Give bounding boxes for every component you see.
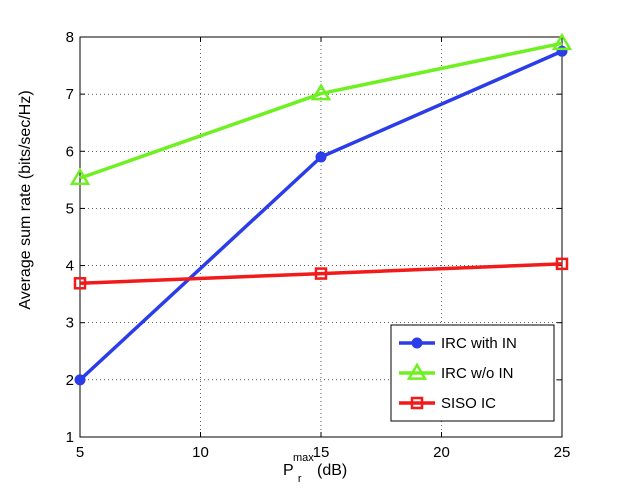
data-point: [315, 151, 327, 163]
x-tick-label: 10: [192, 444, 209, 461]
y-tick-label: 7: [66, 86, 74, 103]
y-tick-label: 5: [66, 200, 74, 217]
data-point: [73, 277, 87, 290]
legend-marker: [411, 337, 423, 349]
x-axis-label-base: P: [283, 462, 293, 479]
x-tick-label: 15: [313, 444, 330, 461]
x-axis-label-unit: (dB): [317, 462, 347, 479]
legend-entry: IRC with IN: [399, 335, 517, 352]
y-tick-label: 1: [66, 429, 74, 446]
y-tick-label: 2: [66, 372, 74, 389]
legend: IRC with IN IRC w/o IN SISO IC: [390, 324, 555, 422]
x-axis-label-subscript: r: [298, 473, 302, 485]
x-axis-label: P r max (dB): [283, 452, 347, 485]
legend-entry: SISO IC: [399, 395, 496, 412]
y-tick-label: 4: [66, 258, 74, 275]
x-tick-label: 25: [554, 444, 571, 461]
data-point: [314, 267, 328, 280]
legend-label: IRC w/o IN: [441, 365, 514, 382]
y-tick-label: 6: [66, 143, 74, 160]
data-point: [69, 167, 91, 185]
series-siso-ic: [73, 257, 569, 290]
legend-entry: IRC w/o IN: [399, 362, 514, 382]
series-irc-with-in: [74, 45, 568, 386]
x-tick-label: 5: [76, 444, 84, 461]
x-tick-label: 20: [433, 444, 450, 461]
legend-label: SISO IC: [441, 395, 496, 412]
x-axis-label-superscript: max: [293, 452, 314, 464]
series-line: [79, 262, 563, 286]
data-point: [310, 83, 332, 101]
grid-lines: [80, 37, 562, 437]
y-tick-label: 8: [66, 29, 74, 46]
legend-marker: [406, 362, 428, 380]
legend-label: IRC with IN: [441, 335, 517, 352]
y-axis-label: Average sum rate (bits/sec/Hz): [17, 90, 34, 309]
legend-marker: [410, 396, 424, 410]
series-irc-w-o-in: [69, 32, 573, 185]
svg-text:P r: P r: [283, 462, 302, 485]
series-line: [79, 41, 563, 180]
data-point: [74, 374, 86, 386]
axis-ticks: 5 10 15 20 25 1 2 3 4 5 6 7 8: [66, 29, 571, 461]
data-point: [551, 32, 573, 51]
y-tick-label: 3: [66, 315, 74, 332]
data-series: [69, 32, 573, 386]
data-point: [555, 257, 569, 271]
